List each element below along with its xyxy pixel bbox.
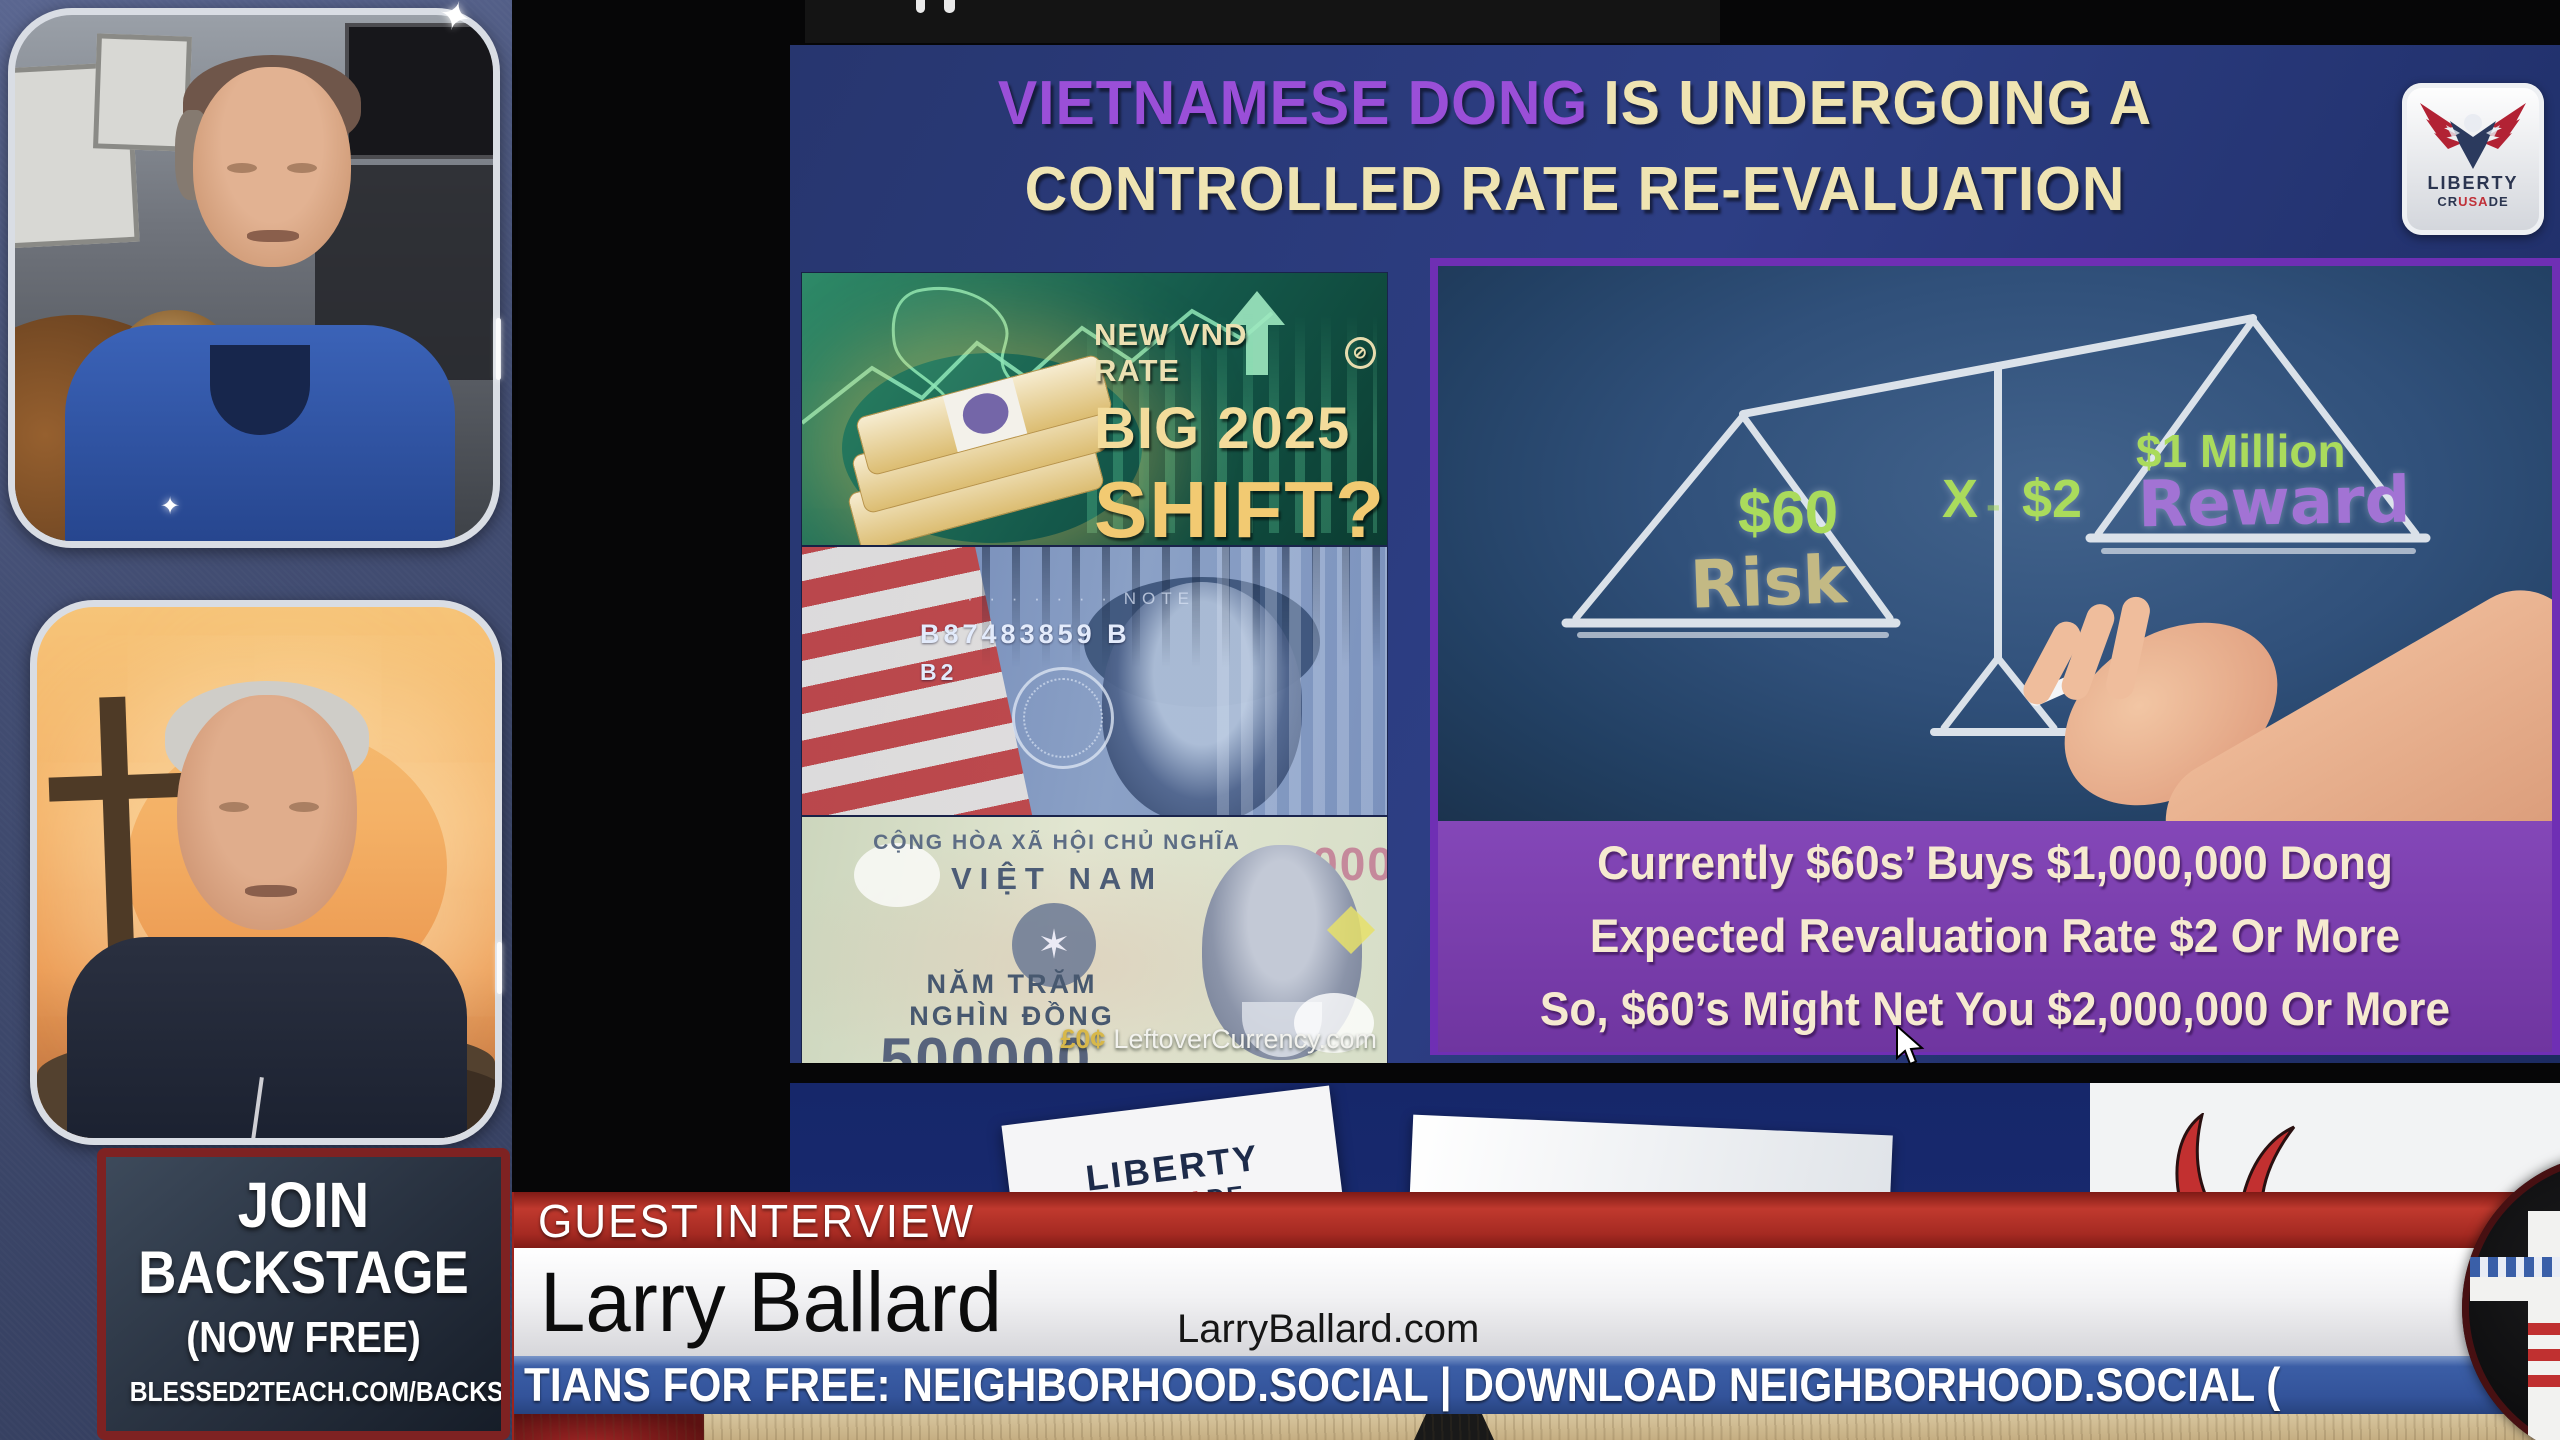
eagle-icon	[2420, 103, 2526, 169]
slide-title: VIETNAMESE DONG IS UNDERGOING A CONTROLLE…	[829, 61, 2321, 233]
city-bars-overlay	[1217, 547, 1387, 815]
guest-name: Larry Ballard	[540, 1255, 1002, 1349]
name-bar: Larry Ballard LarryBallard.com	[514, 1248, 2560, 1356]
cents-mark: £0¢	[1060, 1024, 1106, 1054]
vietnam-emblem-icon: ✶	[1012, 903, 1096, 987]
host-eye	[287, 163, 317, 173]
banner-line2: Expected Revaluation Rate $2 Or More	[1589, 909, 2401, 962]
reward-value: $1 Million	[2136, 425, 2346, 477]
vnd-badge-icon: ⊘	[1344, 337, 1376, 369]
balance-scale-drawing	[1561, 314, 2431, 736]
banner-line3: So, $60’s Might Net You $2,000,000 Or Mo…	[1539, 982, 2451, 1035]
guest-shirt	[67, 937, 467, 1138]
bill-top-text: · · · · · · · NOTE	[967, 589, 1195, 608]
eagle-wing-icon	[2175, 1113, 2296, 1203]
sparkle-streak-icon	[496, 318, 501, 380]
leftovercurrency-watermark: £0¢ LeftoverCurrency.com	[1060, 1024, 1377, 1054]
host-undershirt	[210, 345, 310, 435]
revaluation-banner: Currently $60s’ Buys $1,000,000 Dong Exp…	[1438, 821, 2552, 1052]
badge-name-line2: CRUSADE	[2437, 194, 2509, 209]
text-remnant-mark	[944, 0, 955, 13]
host-webcam	[8, 8, 500, 548]
slide-title-line1: VIETNAMESE DONG IS UNDERGOING A	[997, 69, 2153, 138]
risk-reward-panel: $60 Risk X - $2 $1 Million Reward Curren…	[1430, 258, 2560, 1055]
slide-title-accent: VIETNAMESE DONG	[997, 69, 1589, 138]
scale-separator: -	[1986, 480, 2001, 529]
kicker-label: GUEST INTERVIEW	[538, 1195, 975, 1247]
ticker-bar: TIANS FOR FREE: NEIGHBORHOOD.SOCIAL | DO…	[514, 1356, 2560, 1414]
join-backstage-panel[interactable]: JOIN BACKSTAGE (NOW FREE) BLESSED2TEACH.…	[97, 1148, 510, 1440]
scale-rate: $2	[2022, 469, 2083, 529]
text-remnant-mark	[916, 0, 925, 13]
cross-stars-pattern	[2470, 1257, 2560, 1277]
backstage-line3: (NOW FREE)	[186, 1313, 421, 1362]
guest-mouth	[245, 885, 297, 897]
backstage-line1: JOIN	[237, 1169, 370, 1241]
risk-label: Risk	[1688, 541, 1848, 624]
mouse-cursor-icon	[1896, 1026, 1925, 1066]
slide-title-line2: CONTROLLED RATE RE-EVALUATION	[1024, 155, 2126, 224]
risk-value: $60	[1738, 479, 1839, 546]
lower-third-banner: GUEST INTERVIEW Larry Ballard LarryBalla…	[506, 1192, 2560, 1440]
bill-serial: B87483859 B	[920, 619, 1131, 649]
liberty-crusade-badge: LIBERTY CRUSADE	[2402, 83, 2544, 235]
note-watermark-oval	[854, 843, 940, 907]
ink-mark	[1414, 1414, 1494, 1440]
badge-name-line1: LIBERTY	[2427, 173, 2519, 193]
backstage-url: BLESSED2TEACH.COM/BACKSTAGE	[129, 1376, 504, 1407]
cross-silhouette-arm	[48, 772, 198, 802]
dong-value: 500000	[880, 1026, 1093, 1063]
kicker-bar: GUEST INTERVIEW	[514, 1192, 2560, 1248]
cross-stripe	[2528, 1349, 2560, 1361]
vnd-promo-image: NEW VND RATE ⊘ BIG 2025 SHIFT?	[802, 273, 1387, 545]
scale-x: X	[1941, 469, 1978, 529]
bill-plate: B2	[920, 659, 958, 685]
dong-note-image: 500000 CỘNG HÒA XÃ HỘI CHỦ NGHĨA VIỆT NA…	[802, 817, 1387, 1063]
host-eye	[227, 163, 257, 173]
guest-eye	[289, 802, 319, 812]
sparkle-icon: ✦	[160, 493, 181, 520]
dong-words-line2: NGHÌN ĐỒNG	[909, 1001, 1115, 1031]
guest-webcam	[30, 600, 502, 1145]
vnd-promo-text: NEW VND RATE ⊘ BIG 2025 SHIFT?	[1094, 317, 1386, 545]
lotus-flower	[1294, 993, 1374, 1053]
franklin-portrait	[1102, 582, 1302, 815]
stock-candles-overlay	[982, 547, 1387, 667]
usd-bill-image: · · · · · · · NOTE B87483859 B B2	[802, 547, 1387, 815]
tv-screen	[345, 23, 493, 159]
banknote-stack	[854, 353, 1114, 477]
banner-line1: Currently $60s’ Buys $1,000,000 Dong	[1597, 836, 2393, 889]
dong-country-line1: CỘNG HÒA XÃ HỘI CHỦ NGHĨA	[873, 831, 1241, 854]
reward-label: Reward	[2137, 463, 2411, 543]
ticker-text: TIANS FOR FREE: NEIGHBORHOOD.SOCIAL | DO…	[524, 1358, 2281, 1411]
dong-words-line1: NĂM TRĂM	[926, 969, 1098, 999]
webcam-sidebar: ✦ ✦ JOIN BACKSTAGE (NOW FREE) BLESSED2TE…	[0, 0, 512, 1440]
top-slide-remnant	[805, 0, 1720, 43]
guest-website: LarryBallard.com	[1177, 1307, 1480, 1351]
cross-stripe	[2528, 1375, 2560, 1387]
guest-eye	[219, 802, 249, 812]
backstage-line2: BACKSTAGE	[138, 1239, 469, 1306]
constitution-strip	[514, 1414, 2560, 1440]
sparkle-streak-icon	[497, 942, 502, 994]
treasury-seal	[1012, 667, 1114, 769]
dong-country-line2: VIỆT NAM	[950, 861, 1164, 896]
presentation-slide: VIETNAMESE DONG IS UNDERGOING A CONTROLLE…	[790, 45, 2560, 1063]
host-mouth	[247, 230, 299, 242]
chart-bars	[1087, 313, 1377, 533]
cross-stripe	[2528, 1323, 2560, 1335]
ribbon-graphic	[514, 1414, 704, 1440]
chalkboard-scale-image: $60 Risk X - $2 $1 Million Reward	[1438, 266, 2552, 821]
